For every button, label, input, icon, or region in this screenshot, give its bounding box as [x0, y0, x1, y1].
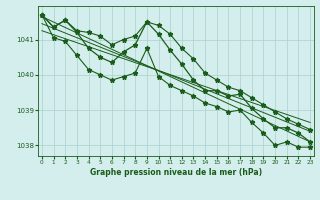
X-axis label: Graphe pression niveau de la mer (hPa): Graphe pression niveau de la mer (hPa) [90, 168, 262, 177]
